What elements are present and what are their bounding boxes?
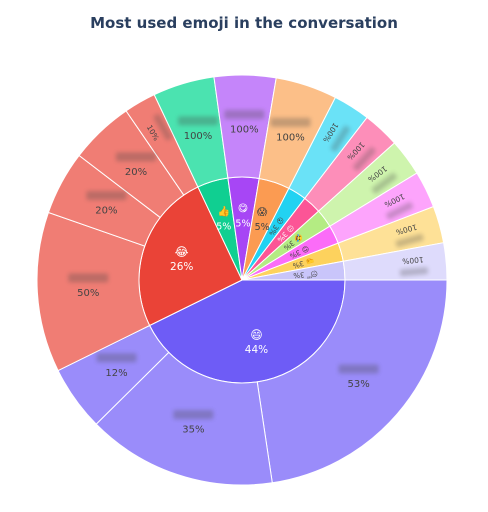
inner-segment-percent: 26% — [170, 261, 193, 273]
redacted-label — [153, 113, 173, 141]
inner-segment-percent: 5% — [216, 221, 231, 232]
inner-segment-emoji: 😄 — [250, 328, 263, 342]
outer-segment-percent: 20% — [125, 167, 147, 178]
inner-segment-label: 😴 3% — [293, 269, 319, 280]
redacted-label — [224, 110, 265, 120]
outer-segment-percent: 53% — [348, 379, 370, 390]
inner-segment-label: 🤜 3% — [291, 256, 315, 270]
redacted-label — [96, 353, 137, 363]
inner-segment-emoji: 😮 — [273, 215, 285, 227]
redacted-label — [270, 117, 311, 127]
redacted-label — [386, 202, 414, 220]
outer-segment-percent: 20% — [95, 205, 117, 216]
redacted-label — [338, 364, 379, 374]
outer-segment-percent: 12% — [105, 368, 127, 379]
redacted-label — [68, 273, 109, 283]
outer-segment-percent: 100% — [184, 131, 213, 142]
inner-segment-percent: 5% — [235, 219, 250, 230]
redacted-label — [115, 152, 156, 162]
redacted-label — [173, 410, 214, 420]
redacted-label — [353, 147, 376, 171]
inner-segment-percent: 44% — [245, 344, 268, 356]
inner-segment-emoji: 👍 — [218, 204, 230, 217]
inner-segment-percent: 5% — [255, 222, 270, 233]
outer-segment-percent: 100% — [402, 255, 424, 266]
inner-segment-percent: 3% — [293, 270, 305, 279]
outer-segment[interactable] — [256, 279, 448, 484]
redacted-label — [399, 267, 429, 277]
outer-segment-percent: 100% — [276, 132, 305, 143]
outer-segment-percent: 35% — [182, 425, 204, 436]
inner-segment-emoji: 😂 — [175, 245, 189, 259]
outer-segment-percent: 50% — [77, 288, 99, 299]
inner-segment-emoji: 😴 — [304, 269, 318, 279]
inner-segment-percent: 3% — [291, 259, 304, 270]
inner-segment-emoji: 😱 — [257, 207, 268, 218]
inner-segment-emoji: 😍 — [298, 244, 310, 255]
redacted-label — [86, 190, 127, 200]
redacted-label — [371, 172, 397, 194]
redacted-label — [177, 116, 218, 126]
chart-title: Most used emoji in the conversation — [90, 14, 398, 32]
outer-segment-percent: 100% — [230, 125, 259, 136]
inner-segment-emoji: 😋 — [238, 204, 248, 215]
redacted-label — [395, 233, 424, 248]
inner-segment-emoji: 🤜 — [302, 256, 315, 267]
redacted-label — [330, 125, 351, 152]
